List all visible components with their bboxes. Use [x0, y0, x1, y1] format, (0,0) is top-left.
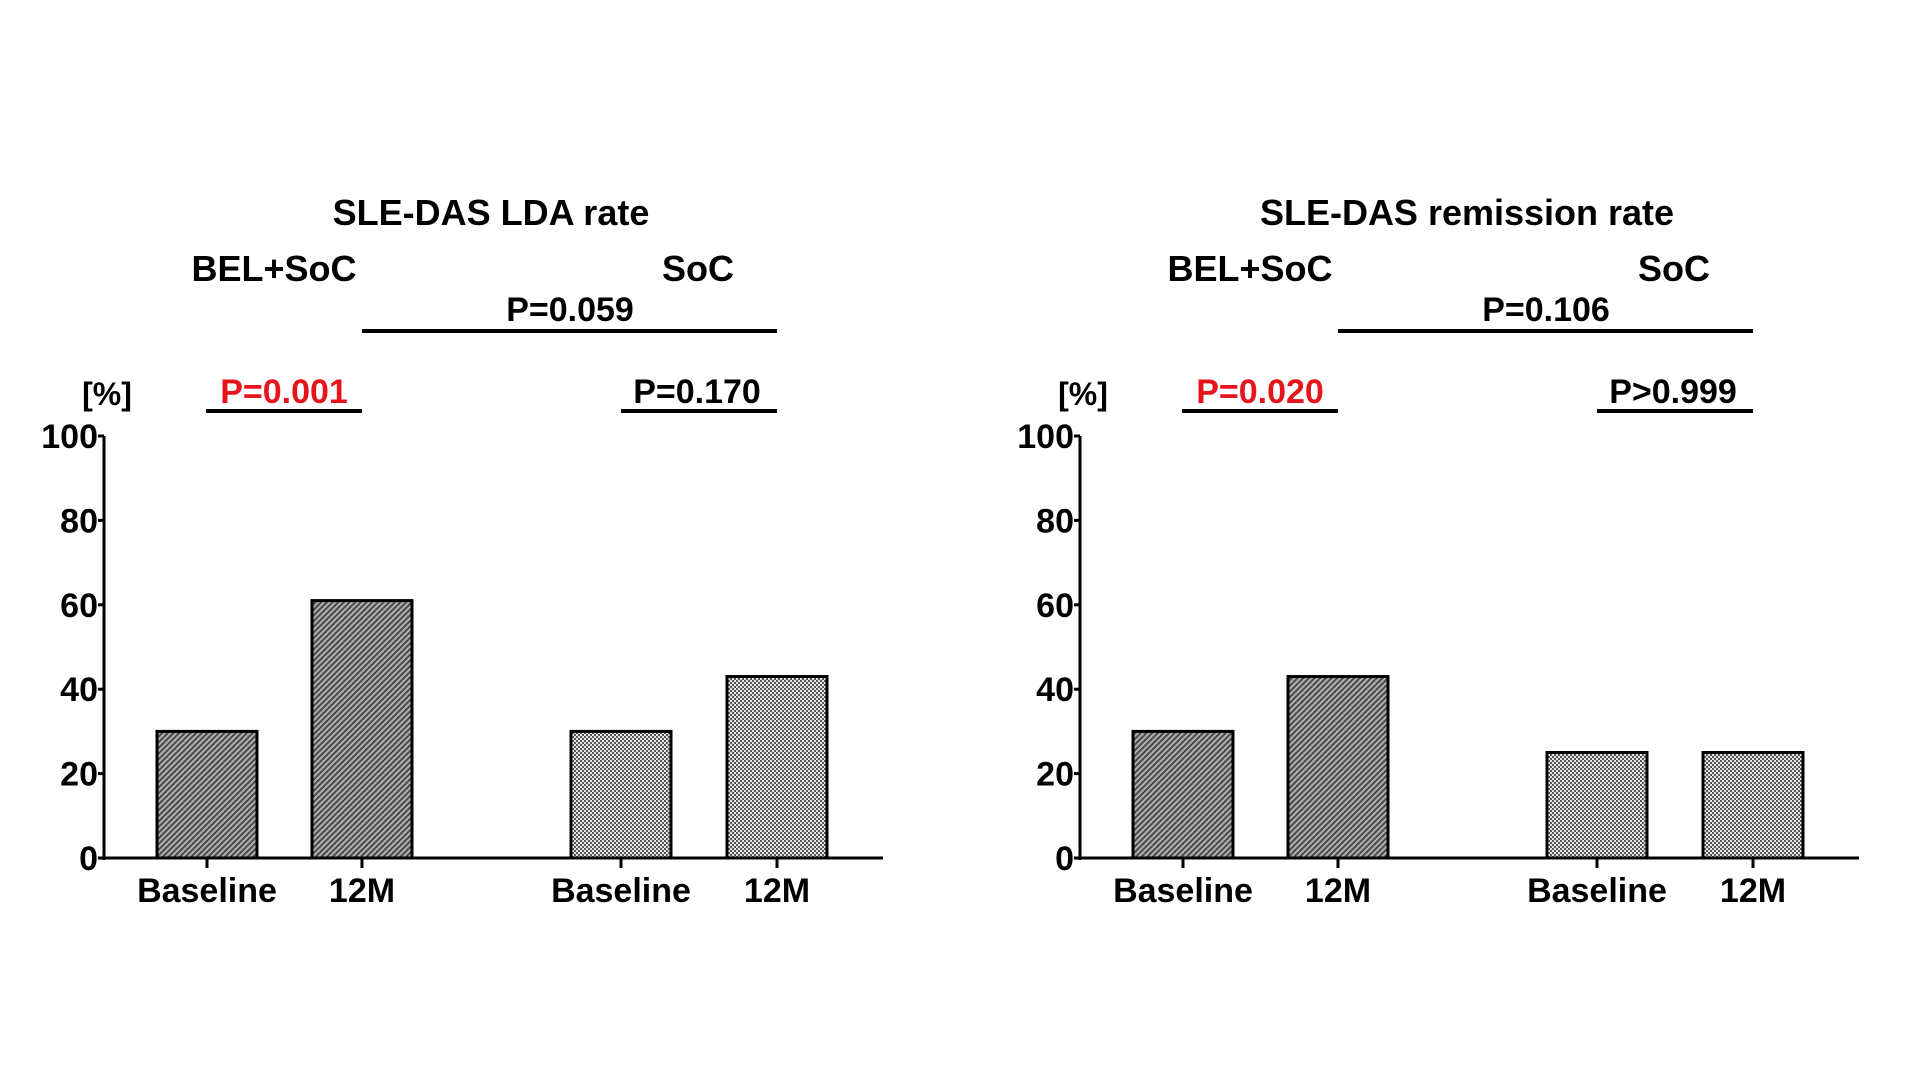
x-tick-labels: Baseline 12M Baseline 12M — [1113, 872, 1786, 910]
p-value-between-groups: P=0.059 — [506, 291, 634, 329]
y-tick-label: 40 — [60, 671, 98, 709]
chart-panel-lda: SLE-DAS LDA rate BEL+SoC SoC P=0.059 [%]… — [41, 192, 883, 910]
p-value-bel-soc: P=0.020 — [1196, 373, 1324, 411]
bar-bel-soc-baseline — [1131, 729, 1235, 860]
y-axis-unit-label: [%] — [82, 376, 132, 412]
bar-soc-baseline — [569, 729, 673, 860]
y-tick-label: 60 — [60, 587, 98, 625]
bars — [1131, 675, 1805, 860]
x-tick-label: Baseline — [1113, 872, 1253, 910]
y-tick-label: 80 — [1036, 502, 1074, 540]
bars — [155, 599, 829, 860]
bar-bel-soc-12m — [310, 599, 414, 860]
chart-title: SLE-DAS remission rate — [1260, 192, 1674, 233]
p-value-soc: P=0.170 — [633, 373, 761, 411]
y-tick-label: 80 — [60, 502, 98, 540]
bar-soc-12m — [725, 675, 829, 860]
bar-soc-12m — [1701, 751, 1805, 860]
x-tick-label: 12M — [744, 872, 810, 910]
y-tick-labels: 0 20 40 60 80 100 — [1017, 418, 1074, 878]
x-tick-label: Baseline — [1527, 872, 1667, 910]
y-tick-label: 100 — [1017, 418, 1074, 456]
x-tick-label: 12M — [329, 872, 395, 910]
group-label-soc: SoC — [1638, 248, 1710, 289]
y-tick-label: 20 — [1036, 756, 1074, 794]
y-tick-labels: 0 20 40 60 80 100 — [41, 418, 98, 878]
group-label-bel-soc: BEL+SoC — [1167, 248, 1332, 289]
axes — [1074, 434, 1859, 868]
p-value-between-groups: P=0.106 — [1482, 291, 1610, 329]
group-label-soc: SoC — [662, 248, 734, 289]
bar-soc-baseline — [1545, 751, 1649, 860]
p-value-soc: P>0.999 — [1609, 373, 1737, 411]
y-tick-label: 100 — [41, 418, 98, 456]
y-axis-unit-label: [%] — [1058, 376, 1108, 412]
x-tick-label: 12M — [1305, 872, 1371, 910]
x-tick-label: Baseline — [137, 872, 277, 910]
y-tick-label: 40 — [1036, 671, 1074, 709]
axes — [98, 434, 883, 868]
chart-panel-remission: SLE-DAS remission rate BEL+SoC SoC P=0.1… — [1017, 192, 1859, 910]
y-tick-label: 0 — [79, 840, 98, 878]
p-value-bel-soc: P=0.001 — [220, 373, 348, 411]
chart-title: SLE-DAS LDA rate — [333, 192, 650, 233]
bar-bel-soc-12m — [1286, 675, 1390, 860]
group-label-bel-soc: BEL+SoC — [191, 248, 356, 289]
y-tick-label: 20 — [60, 756, 98, 794]
x-tick-label: Baseline — [551, 872, 691, 910]
y-tick-label: 60 — [1036, 587, 1074, 625]
x-tick-labels: Baseline 12M Baseline 12M — [137, 872, 810, 910]
y-tick-label: 0 — [1055, 840, 1074, 878]
bar-bel-soc-baseline — [155, 729, 259, 860]
x-tick-label: 12M — [1720, 872, 1786, 910]
